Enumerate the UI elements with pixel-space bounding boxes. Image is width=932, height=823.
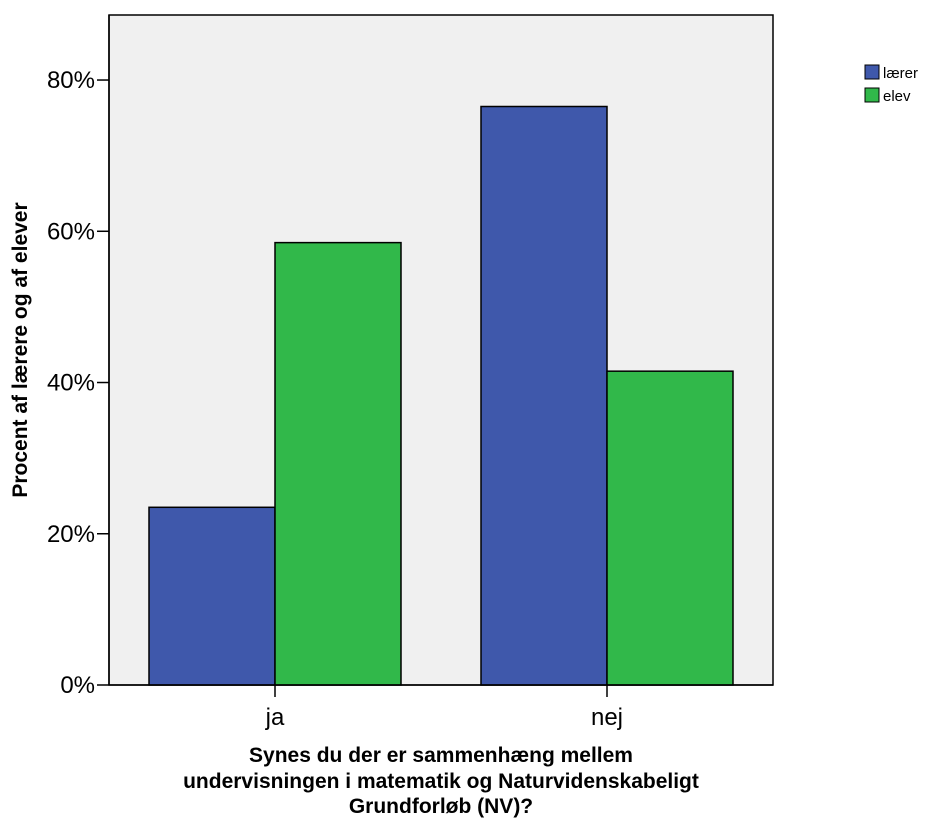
x-tick-label: nej — [591, 704, 623, 731]
y-tick-label: 80% — [47, 67, 95, 94]
legend-swatch-elev — [864, 87, 880, 103]
y-tick-label: 40% — [47, 370, 95, 397]
y-tick-label: 60% — [47, 218, 95, 245]
x-axis-title-line-3: Grundforløb (NV)? — [349, 795, 533, 818]
y-tick-label: 0% — [60, 672, 95, 699]
bar-0-0 — [148, 506, 276, 686]
y-axis-title: Procent af lærere og af elever — [9, 202, 32, 497]
bar-0-1 — [274, 241, 402, 686]
x-tick-label: ja — [265, 704, 285, 731]
legend-label-laerer: lærer — [883, 65, 918, 82]
y-ticks-group: 0% 20% 40% 60% 80% — [47, 67, 109, 699]
bar-1-1 — [606, 370, 734, 686]
legend-swatch-laerer — [864, 64, 880, 80]
legend-label-elev: elev — [883, 88, 911, 105]
bars-group — [148, 105, 734, 686]
x-axis-title-line-2: undervisningen i matematik og Naturviden… — [183, 770, 699, 793]
legend: lærer elev — [864, 64, 918, 105]
x-ticks-group: ja nej — [265, 685, 623, 731]
bar-1-0 — [480, 105, 608, 686]
y-tick-label: 20% — [47, 521, 95, 548]
x-axis-title-line-1: Synes du der er sammenhæng mellem — [249, 744, 633, 767]
